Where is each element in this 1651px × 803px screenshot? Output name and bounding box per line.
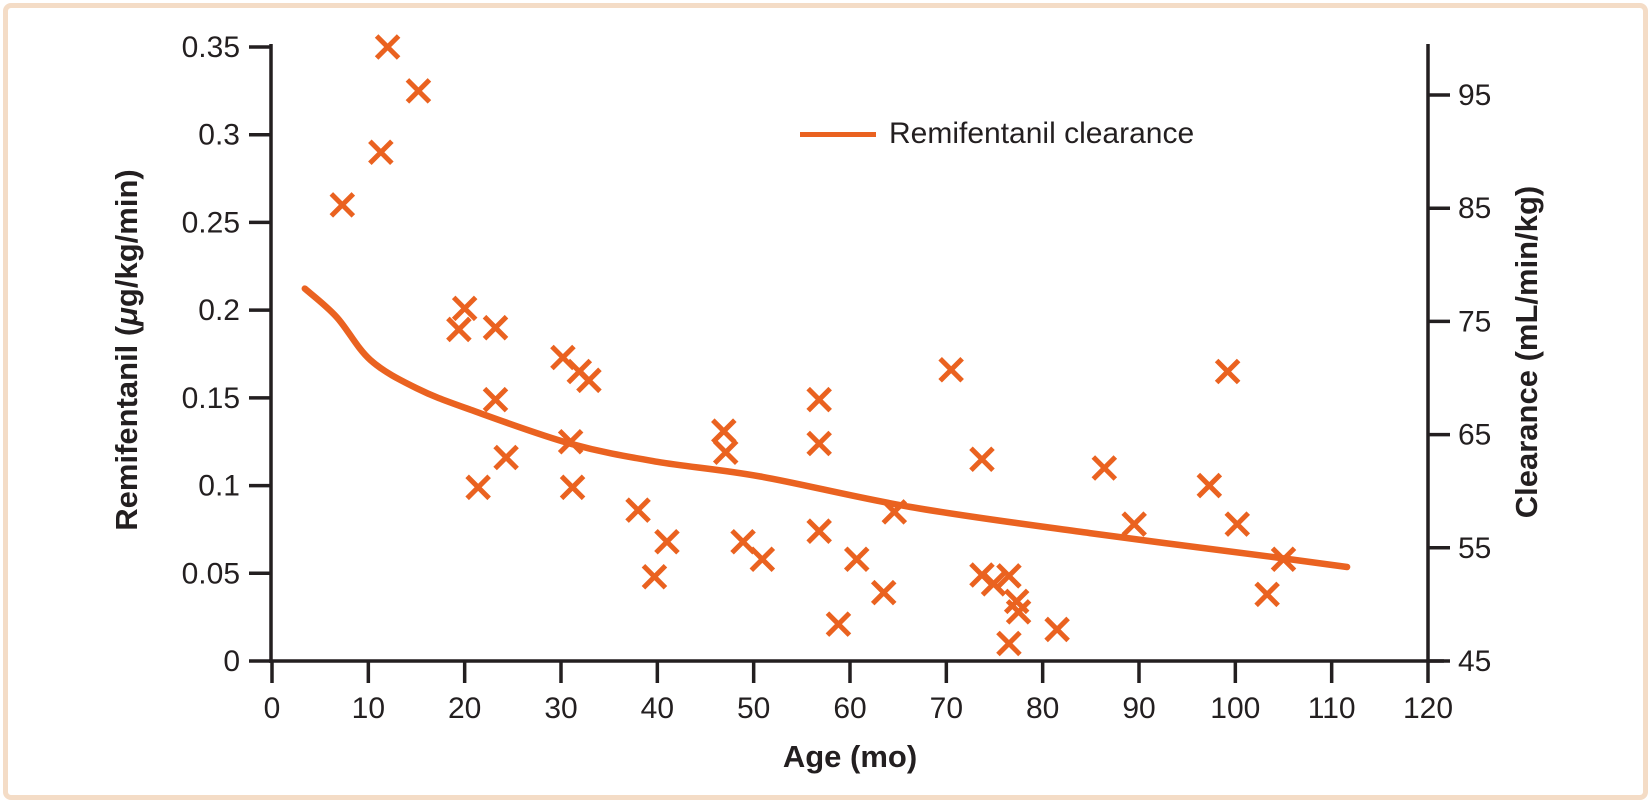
scatter-point — [405, 78, 432, 104]
y-left-tick-label: 0.2 — [198, 294, 240, 327]
y-right-tick-label: 65 — [1458, 419, 1491, 452]
scatter-point — [374, 34, 401, 60]
x-axis-tick-label: 40 — [641, 692, 674, 725]
scatter-point — [996, 563, 1022, 589]
y-left-tick-label: 0.05 — [182, 557, 240, 590]
x-axis-tick-label: 80 — [1026, 692, 1059, 725]
x-axis-tick-label: 110 — [1308, 692, 1356, 725]
scatter-point — [482, 314, 509, 341]
x-axis-tick-label: 20 — [448, 692, 481, 725]
scatter-point — [559, 474, 586, 501]
x-axis-tick-label: 50 — [737, 692, 770, 725]
mu-symbol: μ — [109, 307, 144, 326]
y-right-tick-label: 75 — [1458, 305, 1491, 338]
scatter-point — [493, 444, 519, 471]
y-left-tick-label: 0.35 — [182, 31, 240, 64]
x-axis-tick-label: 0 — [264, 692, 281, 725]
x-axis-tick-label: 90 — [1122, 692, 1155, 725]
x-axis-tick-label: 10 — [352, 692, 385, 725]
y-left-tick-label: 0 — [223, 645, 240, 678]
clearance-curve — [301, 285, 1351, 571]
y-right-tick-label: 85 — [1458, 192, 1491, 225]
left-y-axis-title-suffix: g/kg/min) — [109, 169, 144, 308]
x-axis-tick-label: 60 — [833, 692, 866, 725]
x-axis-tick-label: 30 — [544, 692, 577, 725]
scatter-point — [1044, 616, 1070, 643]
scatter-point — [482, 386, 509, 413]
y-left-tick-label: 0.15 — [182, 382, 240, 415]
left-y-axis-title-prefix: Remifentanil ( — [109, 325, 144, 531]
scatter-point — [825, 611, 852, 637]
legend-label: Remifentanil clearance — [889, 117, 1195, 150]
scatter-point — [641, 564, 668, 590]
y-left-tick-label: 0.25 — [182, 206, 240, 239]
scatter-point — [1196, 472, 1223, 499]
scatter-point — [711, 418, 737, 444]
scatter-point — [980, 571, 1007, 597]
scatter-point — [1005, 599, 1032, 625]
x-axis-tick-label: 120 — [1403, 692, 1453, 725]
scatter-point — [576, 367, 602, 394]
scatter-point — [969, 446, 995, 473]
x-axis-tick-label: 100 — [1210, 692, 1260, 725]
legend-line-swatch — [800, 131, 876, 137]
y-right-tick-label: 55 — [1458, 532, 1491, 565]
scatter-point — [806, 518, 832, 544]
right-y-axis-title: Clearance (mL/min/kg) — [1509, 185, 1544, 519]
left-y-axis-title: Remifentanil (μg/kg/min) — [107, 50, 147, 650]
scatter-point — [654, 528, 680, 555]
y-right-tick-label: 45 — [1458, 645, 1491, 678]
scatter-point — [843, 546, 870, 573]
scatter-point — [625, 497, 651, 523]
scatter-point — [1224, 511, 1251, 537]
scatter-point — [712, 439, 739, 466]
scatter-point — [938, 357, 964, 383]
scatter-point — [368, 139, 394, 166]
y-left-tick-label: 0.1 — [198, 470, 240, 503]
x-axis-title: Age (mo) — [782, 739, 918, 774]
legend: Remifentanil clearance — [800, 115, 1194, 153]
x-axis-tick-label: 70 — [930, 692, 963, 725]
scatter-point — [806, 386, 832, 413]
scatter-point — [329, 192, 356, 218]
scatter-point — [996, 630, 1022, 657]
scatter-point — [749, 546, 776, 573]
scatter-point — [1121, 511, 1147, 537]
scatter-point — [451, 295, 478, 322]
y-right-tick-label: 95 — [1458, 79, 1491, 112]
y-left-tick-label: 0.3 — [198, 119, 240, 152]
scatter-point — [870, 579, 897, 606]
scatter-point — [1214, 358, 1241, 385]
scatter-point — [1254, 581, 1280, 608]
scatter-point — [446, 316, 472, 343]
scatter-point — [465, 474, 491, 501]
scatter-point — [1091, 455, 1118, 481]
scatter-point — [730, 528, 756, 555]
scatter-point — [806, 430, 832, 457]
